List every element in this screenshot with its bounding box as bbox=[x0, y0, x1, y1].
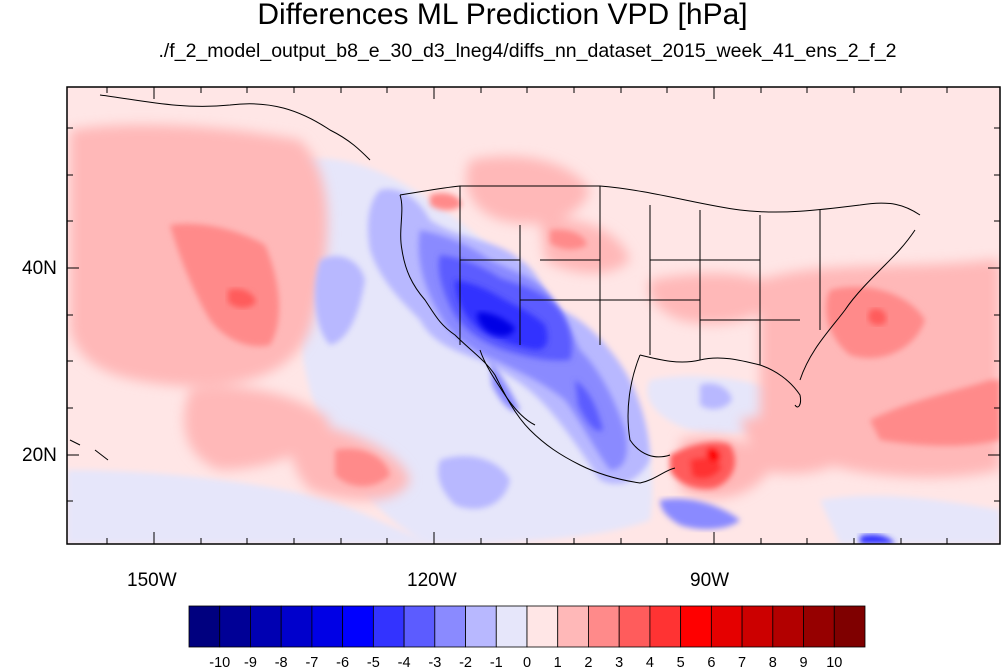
colorbar-label: 4 bbox=[645, 655, 654, 671]
colorbar-label: -10 bbox=[209, 655, 231, 671]
coastlines bbox=[69, 94, 921, 484]
colorbar-label: -2 bbox=[459, 655, 472, 671]
colorbar bbox=[188, 605, 866, 648]
map-subtitle: ./f_2_model_output_b8_e_30_d3_lneg4/diff… bbox=[158, 40, 897, 62]
colorbar-box bbox=[526, 605, 559, 648]
plot-area bbox=[67, 87, 1000, 544]
lat-label-40n: 40N bbox=[22, 258, 57, 279]
colorbar-label: -8 bbox=[274, 655, 288, 671]
colorbar-box bbox=[833, 605, 866, 648]
colorbar-box bbox=[557, 605, 589, 648]
colorbar-box bbox=[465, 605, 497, 648]
colorbar-box bbox=[772, 605, 804, 648]
colorbar-box bbox=[434, 605, 466, 648]
colorbar-box bbox=[342, 605, 374, 648]
colorbar-box bbox=[649, 605, 682, 648]
field-positive-3 bbox=[228, 288, 256, 308]
colorbar-label: -4 bbox=[397, 655, 411, 671]
colorbar-box bbox=[618, 605, 651, 648]
colorbar-label: 6 bbox=[707, 655, 716, 671]
colorbar-box bbox=[372, 605, 405, 648]
field-central-america bbox=[670, 442, 735, 489]
colorbar-box bbox=[495, 605, 528, 648]
lon-label-150w: 150W bbox=[127, 570, 177, 591]
colorbar-label: 2 bbox=[584, 655, 593, 671]
colorbar-label: -9 bbox=[244, 655, 257, 671]
colorbar-box bbox=[588, 605, 620, 648]
colorbar-box bbox=[710, 605, 743, 648]
map-title: Differences ML Prediction VPD [hPa] bbox=[257, 0, 748, 31]
colorbar-label: 3 bbox=[615, 655, 624, 671]
colorbar-label: 8 bbox=[768, 655, 777, 671]
colorbar-label: -3 bbox=[428, 655, 442, 671]
colorbar-label: 7 bbox=[738, 655, 747, 671]
field-negative-5 bbox=[455, 280, 548, 350]
colorbar-label: 5 bbox=[676, 655, 685, 671]
field-positive-3b bbox=[868, 308, 887, 326]
colorbar-label: 1 bbox=[553, 655, 562, 671]
colorbar-label: -7 bbox=[305, 655, 319, 671]
colorbar-box bbox=[680, 605, 712, 648]
colorbar-box bbox=[250, 605, 282, 648]
lat-label-20n: 20N bbox=[22, 445, 57, 466]
field-eastern-pacific-negative bbox=[660, 498, 740, 530]
colorbar-box bbox=[803, 605, 835, 648]
colorbar-box bbox=[280, 605, 313, 648]
lon-label-120w: 120W bbox=[407, 570, 457, 591]
colorbar-box bbox=[219, 605, 251, 648]
colorbar-box bbox=[188, 605, 221, 648]
lon-label-90w: 90W bbox=[690, 570, 730, 591]
field-south-edge-negative bbox=[860, 534, 895, 544]
field-negative-6 bbox=[477, 312, 515, 337]
colorbar-box bbox=[741, 605, 774, 648]
colorbar-label: 0 bbox=[522, 655, 532, 671]
colorbar-box bbox=[403, 605, 436, 648]
colorbar-label: -5 bbox=[366, 655, 380, 671]
colorbar-label: 9 bbox=[799, 655, 808, 671]
colorbar-label: 10 bbox=[826, 655, 843, 671]
colorbar-label: -1 bbox=[489, 655, 503, 671]
colorbar-label: -6 bbox=[336, 655, 350, 671]
tick-marks bbox=[67, 87, 1000, 544]
colorbar-box bbox=[311, 605, 344, 648]
